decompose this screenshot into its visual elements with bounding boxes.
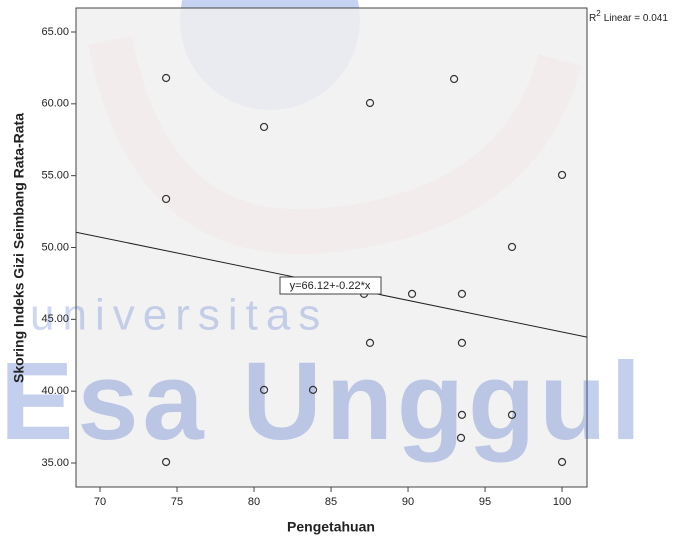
equation-label: y=66.12+-0.22*x [290, 280, 371, 292]
point [259, 385, 269, 394]
point [507, 410, 517, 419]
point [308, 385, 318, 394]
y-axis-label: Skoring Indeks Gizi Seimbang Rata-Rata [11, 113, 27, 383]
point [449, 74, 459, 84]
point [457, 338, 467, 347]
y-tick-label: 35.00 [41, 457, 69, 469]
x-tick-label: 85 [325, 496, 337, 508]
r2-label: R2 Linear = 0.041 [589, 9, 668, 24]
point [557, 170, 567, 180]
y-tick-label: 45.00 [41, 313, 69, 325]
point [365, 98, 375, 108]
y-tick-label: 55.00 [41, 170, 69, 182]
y-tick-label: 40.00 [41, 385, 69, 397]
point [161, 73, 171, 83]
r2-text: Linear = 0.041 [604, 13, 669, 24]
point [161, 457, 171, 467]
point [365, 338, 375, 347]
x-axis-label: Pengetahuan [287, 519, 375, 535]
x-tick-label: 80 [248, 496, 260, 508]
x-tick-label: 100 [553, 496, 571, 508]
plot-area [75, 7, 588, 488]
x-tick-label: 95 [479, 496, 491, 508]
r2-sup: 2 [596, 9, 601, 18]
y-tick-label: 50.00 [41, 241, 69, 253]
point [161, 194, 171, 204]
r2-prefix: R [589, 13, 596, 24]
point [407, 289, 417, 299]
point [557, 457, 567, 467]
watermark-text: universitas [30, 291, 328, 340]
point [457, 410, 467, 419]
point [259, 122, 269, 132]
y-tick-label: 65.00 [41, 26, 69, 38]
point [456, 433, 466, 442]
watermark-text: Esa Unggul [0, 340, 645, 463]
point [457, 289, 467, 299]
y-tick-label: 60.00 [41, 98, 69, 110]
x-tick-label: 75 [171, 496, 183, 508]
point [507, 242, 517, 252]
x-tick-label: 90 [402, 496, 414, 508]
x-tick-label: 70 [94, 496, 106, 508]
equation-box [279, 276, 382, 295]
